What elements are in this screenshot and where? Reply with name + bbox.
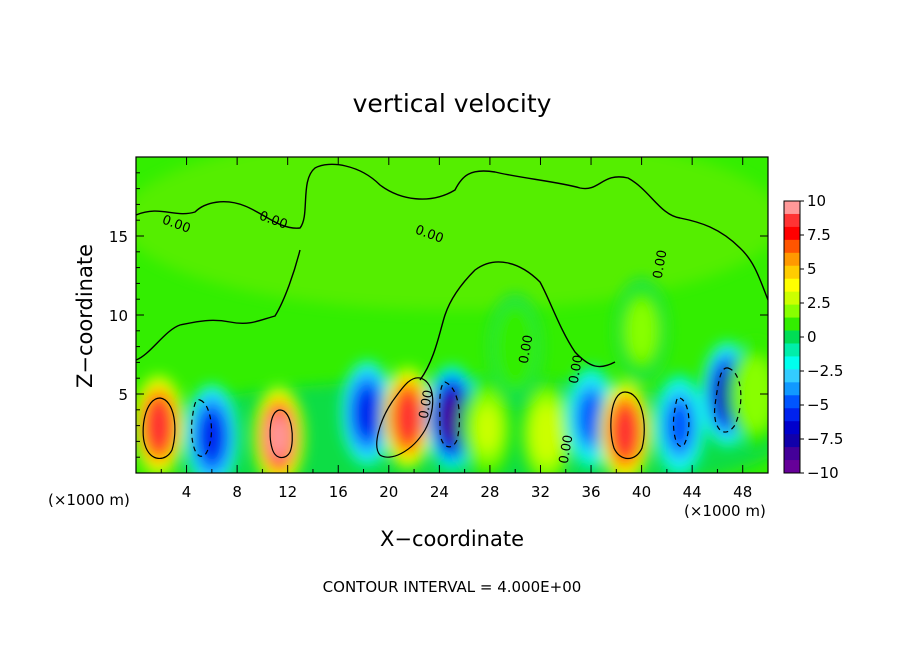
colorbar-tick-label: −5 <box>807 396 829 414</box>
x-tick-label: 4 <box>182 483 192 501</box>
contour-labels: 0.00 0.000.000.000.000.000.000.00 <box>160 209 670 465</box>
colorbar-segment <box>784 369 800 383</box>
x-axis: 4 8 12 16 20 24 28 32 36 40 44 48 <box>160 157 752 501</box>
colorbar-segment <box>784 382 800 396</box>
colorbar-segment <box>784 226 800 241</box>
x-unit-left: (×1000 m) <box>48 491 130 509</box>
z-tick-label: 15 <box>109 228 128 246</box>
field-blob-0-4 <box>147 402 171 449</box>
field-blob-12-4 <box>629 307 654 355</box>
colorbar-segment <box>784 291 800 306</box>
colorbar-segment <box>784 304 800 319</box>
x-tick-label: 20 <box>379 483 398 501</box>
field-blob-2-4 <box>267 413 291 461</box>
colorbar-segment <box>784 421 800 435</box>
z-tick-label: 10 <box>109 307 128 325</box>
colorbar-segment <box>784 317 800 332</box>
x-tick-label: 40 <box>632 483 651 501</box>
x-axis-title: X−coordinate <box>380 527 524 551</box>
field-blob-1-4 <box>200 413 224 461</box>
downdraft-contour-3 <box>190 399 212 457</box>
contour-interval-text: CONTOUR INTERVAL = 4.000E+00 <box>323 578 582 596</box>
field-blob-14-4 <box>743 370 768 418</box>
contour-label: 0.00 <box>417 389 437 420</box>
colorbar-tick-label: −2.5 <box>807 362 843 380</box>
chart-title: vertical velocity <box>353 89 552 118</box>
colorbar-segment <box>784 395 800 409</box>
field-blob-9-4 <box>613 408 637 456</box>
contour-label: 0.00 <box>557 434 577 465</box>
colorbar-tick-label: −7.5 <box>807 430 843 448</box>
field-blob-6-4 <box>475 405 500 453</box>
updraft-contour-3 <box>376 377 434 458</box>
contour-label: 0.00 <box>567 354 587 385</box>
field-blob-5-4 <box>440 394 464 442</box>
x-tick-label: 16 <box>329 483 348 501</box>
z-axis: 5 10 15 <box>109 172 768 458</box>
colorbar-segment <box>784 343 800 357</box>
x-tick-label: 24 <box>430 483 449 501</box>
colorbar-segment <box>784 252 800 267</box>
x-tick-label: 8 <box>232 483 242 501</box>
x-unit-right: (×1000 m) <box>684 502 766 520</box>
colorbar-tick-label: 10 <box>807 192 826 210</box>
z-tick-label: 5 <box>118 386 128 404</box>
colorbar: 10 7.5 5 2.5 0 −2.5 −5 −7.5 −10 <box>783 192 843 482</box>
zero-contour-mid-left <box>136 249 301 361</box>
contour-lines <box>136 163 768 460</box>
downdraft-contour-4 <box>672 397 690 447</box>
field-blob-8-4 <box>579 394 603 442</box>
colorbar-segment <box>784 408 800 422</box>
updraft-contour-1 <box>142 397 176 459</box>
velocity-field <box>136 157 768 473</box>
colorbar-segment <box>784 356 800 370</box>
zero-contour-mid-right <box>419 261 616 381</box>
colorbar-tick-label: 0 <box>807 328 817 346</box>
updraft-contour-2 <box>269 409 293 459</box>
zero-contour-upper <box>136 163 768 301</box>
colorbar-tick-label: 5 <box>807 260 817 278</box>
x-tick-label: 32 <box>531 483 550 501</box>
field-blob-13-4 <box>503 323 527 370</box>
x-tick-label: 44 <box>683 483 702 501</box>
colorbar-segment <box>784 265 800 280</box>
updraft-contour-4 <box>610 391 645 460</box>
colorbar-tick-label: 7.5 <box>807 226 831 244</box>
field-blob-3-4 <box>355 389 380 437</box>
contour-label: 0.00 <box>651 249 671 280</box>
field-blob-7-4 <box>535 410 559 457</box>
field-blob-10-4 <box>667 402 692 449</box>
colorbar-segment <box>784 330 800 344</box>
z-axis-title: Z−coordinate <box>73 244 97 388</box>
colorbar-segment <box>784 239 800 254</box>
x-tick-label: 12 <box>278 483 297 501</box>
colorbar-segment <box>784 213 800 228</box>
contour-label: 0.00 <box>517 334 537 365</box>
x-tick-label: 36 <box>581 483 600 501</box>
x-tick-label: 28 <box>480 483 499 501</box>
colorbar-segment <box>784 460 800 474</box>
downdraft-contour-1 <box>439 381 461 448</box>
colorbar-tick-label: −10 <box>807 464 839 482</box>
colorbar-segment <box>784 434 800 448</box>
colorbar-segment <box>784 447 800 461</box>
colorbar-segment <box>784 278 800 293</box>
colorbar-tick-label: 2.5 <box>807 294 831 312</box>
x-tick-label: 48 <box>733 483 752 501</box>
colorbar-segment <box>784 201 800 215</box>
field-blob-4-4 <box>396 394 420 442</box>
